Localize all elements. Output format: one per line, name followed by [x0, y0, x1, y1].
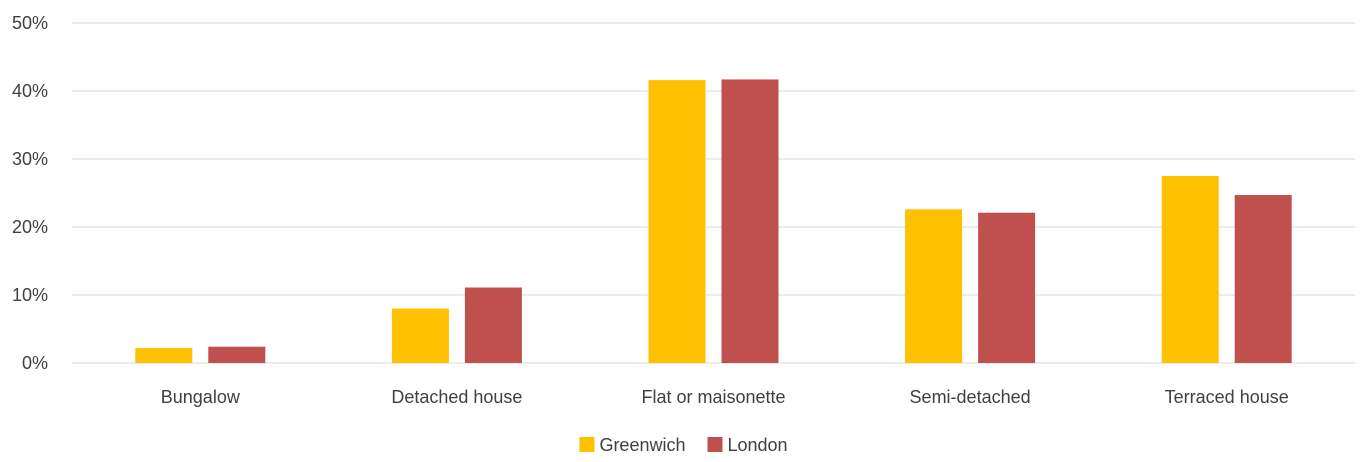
- bar-london-bungalow: [208, 346, 266, 363]
- bar-greenwich-bungalow: [135, 348, 193, 363]
- y-tick-label: 40%: [12, 81, 48, 101]
- bar-greenwich-terraced-house: [1161, 176, 1219, 363]
- bar-london-terraced-house: [1234, 195, 1292, 363]
- legend: Greenwich London: [579, 435, 788, 455]
- legend-swatch: [579, 437, 595, 452]
- bar-greenwich-semi-detached: [905, 209, 963, 363]
- x-category-label: Flat or maisonette: [641, 387, 785, 407]
- legend-label: London: [727, 435, 787, 455]
- bar-greenwich-flat-or-maisonette: [648, 80, 706, 364]
- bar-london-semi-detached: [978, 212, 1036, 363]
- y-tick-label: 20%: [12, 217, 48, 237]
- x-category-label: Semi-detached: [910, 387, 1031, 407]
- x-category-label: Detached house: [391, 387, 522, 407]
- legend-swatch: [707, 437, 723, 452]
- y-tick-label: 30%: [12, 149, 48, 169]
- x-category-label: Terraced house: [1165, 387, 1289, 407]
- bars: [135, 79, 1292, 364]
- y-tick-label: 0%: [22, 353, 48, 373]
- y-tick-label: 10%: [12, 285, 48, 305]
- bar-greenwich-detached-house: [391, 308, 449, 363]
- x-axis: Bungalow Detached house Flat or maisonette…: [161, 387, 1289, 407]
- legend-label: Greenwich: [599, 435, 685, 455]
- bar-london-detached-house: [464, 287, 522, 363]
- x-category-label: Bungalow: [161, 387, 241, 407]
- y-axis: 0% 10% 20% 30% 40% 50%: [12, 13, 48, 373]
- grid-lines: [72, 22, 1355, 364]
- y-tick-label: 50%: [12, 13, 48, 33]
- bar-london-flat-or-maisonette: [721, 79, 779, 363]
